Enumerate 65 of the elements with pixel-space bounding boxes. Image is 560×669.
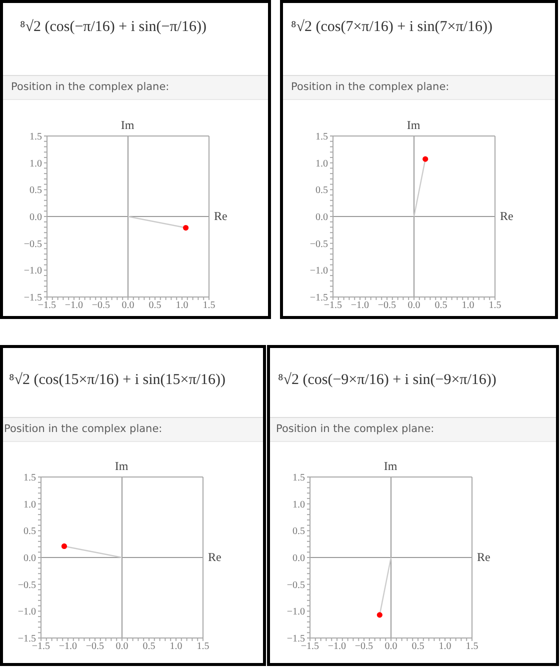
y-tick-label: −0.5 [18,580,36,591]
y-tick-label: 0.0 [30,212,42,224]
y-axis-title: Im [120,118,134,132]
y-tick-label: −0.5 [310,238,328,250]
y-axis-title: Im [406,118,420,132]
x-tick-label: 1.5 [466,641,478,652]
x-tick-label: 0.0 [384,641,398,652]
x-tick-label: 0.0 [122,300,134,312]
x-tick-label: 1.0 [176,300,188,312]
x-tick-label: 0.0 [116,641,128,652]
x-tick-label: 0.5 [434,300,448,312]
x-tick-label: 0.5 [142,641,156,652]
y-tick-label: 0.0 [24,553,36,564]
y-tick-label: 1.0 [24,499,36,510]
x-tick-label: −0.5 [92,300,110,312]
y-tick-label: 1.5 [24,472,36,484]
y-tick-label: 1.0 [30,158,42,170]
x-tick-label: 1.0 [462,300,474,312]
x-axis-title: Re [500,209,514,223]
y-axis-title: Im [114,459,128,473]
y-tick-label: 1.5 [30,132,42,143]
x-axis-title: Re [208,550,222,564]
x-tick-label: 1.5 [202,300,216,312]
y-tick-label: 0.0 [316,212,328,224]
x-tick-label: −0.5 [354,641,374,652]
chart-subtitle: Position in the complex plane: [4,423,162,436]
y-tick-label: 0.5 [292,526,305,538]
y-tick-label: −1.0 [286,606,305,618]
chart-title: ⁸√2 (cos(−π/16) + i sin(−π/16)) [20,18,206,37]
x-tick-label: 1.5 [488,300,502,312]
y-tick-label: −0.5 [24,238,42,250]
y-tick-label: 1.5 [316,132,328,143]
chart-subtitle: Position in the complex plane: [276,423,434,436]
x-tick-label: −1.0 [58,641,78,652]
x-tick-label: 0.5 [412,641,424,652]
x-tick-label: −1.0 [328,641,346,652]
x-tick-label: −1.0 [64,300,84,312]
chart-subtitle: Position in the complex plane: [11,81,170,94]
x-tick-label: 1.0 [170,641,182,652]
chart-title: ⁸√2 (cos(15×π/16) + i sin(15×π/16)) [9,371,226,390]
y-tick-label: −1.0 [24,266,42,277]
x-axis-title: Re [477,550,490,564]
y-tick-label: 0.5 [316,185,328,196]
y-tick-label: 0.5 [30,185,42,196]
x-tick-label: 1.0 [438,641,452,652]
x-tick-label: −0.5 [86,641,104,652]
y-tick-label: −1.0 [310,266,328,277]
y-tick-label: −1.0 [18,606,36,618]
x-tick-label: 0.5 [148,300,162,312]
chart-title: ⁸√2 (cos(−9×π/16) + i sin(−9×π/16)) [278,371,496,390]
y-tick-label: 0.5 [24,526,36,538]
y-axis-title: Im [384,459,398,473]
x-tick-label: −0.5 [378,300,396,312]
y-tick-label: −1.5 [18,634,36,645]
y-tick-label: 0.0 [292,553,305,564]
x-tick-label: −1.0 [350,300,370,312]
chart-title: ⁸√2 (cos(7×π/16) + i sin(7×π/16)) [291,18,492,37]
y-tick-label: −0.5 [286,580,305,591]
x-tick-label: 1.5 [196,641,210,652]
x-axis-title: Re [214,209,228,223]
y-tick-label: 1.5 [292,472,305,484]
y-tick-label: 1.0 [316,158,328,170]
y-tick-label: 1.0 [292,499,305,510]
chart-subtitle: Position in the complex plane: [291,81,450,94]
x-tick-label: 0.0 [408,300,420,312]
